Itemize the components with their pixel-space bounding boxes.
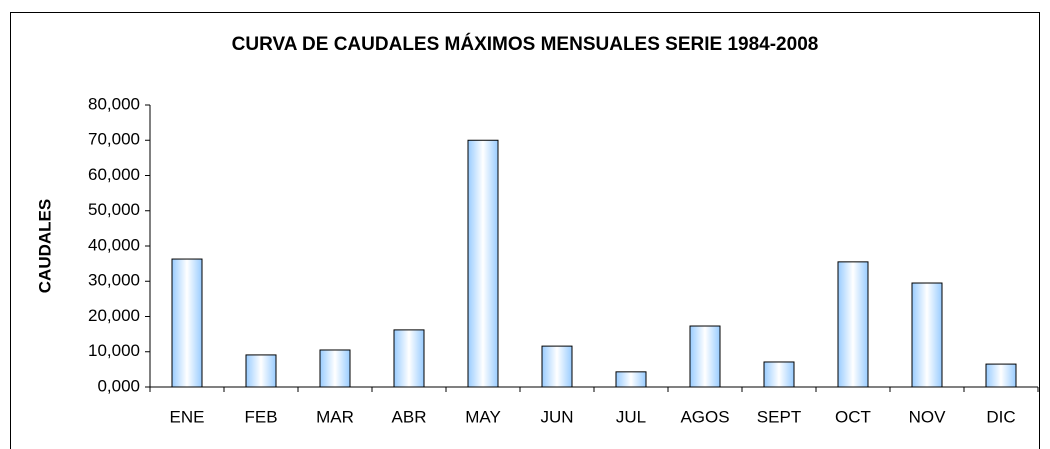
y-tick-label: 50,000 — [88, 200, 140, 219]
bar — [689, 325, 721, 388]
bar — [615, 371, 647, 388]
y-tick-label: 70,000 — [88, 130, 140, 149]
y-tick-label: 80,000 — [88, 94, 140, 113]
x-tick-label: AGOS — [680, 407, 729, 426]
y-tick-label: 40,000 — [88, 235, 140, 254]
x-tick-label: FEB — [244, 407, 277, 426]
bar — [837, 261, 869, 388]
bar — [467, 139, 499, 388]
y-tick-label: 60,000 — [88, 165, 140, 184]
bar — [245, 354, 277, 388]
x-tick-label: ENE — [170, 407, 205, 426]
x-tick-label: NOV — [909, 407, 947, 426]
x-tick-label: DIC — [986, 407, 1015, 426]
bar — [541, 345, 573, 388]
bar — [319, 349, 351, 388]
x-tick-label: ABR — [392, 407, 427, 426]
bar — [763, 361, 795, 388]
bar — [171, 258, 203, 388]
x-tick-label: MAR — [316, 407, 354, 426]
y-tick-label: 30,000 — [88, 271, 140, 290]
x-tick-label: MAY — [465, 407, 501, 426]
bar — [985, 363, 1017, 388]
y-tick-label: 20,000 — [88, 306, 140, 325]
chart-frame — [10, 12, 1040, 449]
bar — [911, 282, 943, 388]
x-tick-label: OCT — [835, 407, 871, 426]
y-axis-label: CAUDALES — [35, 199, 54, 293]
y-tick-label: 10,000 — [88, 341, 140, 360]
x-tick-label: JUN — [540, 407, 573, 426]
y-tick-label: 0,000 — [97, 376, 140, 395]
chart-title: CURVA DE CAUDALES MÁXIMOS MENSUALES SERI… — [232, 33, 819, 55]
x-tick-label: SEPT — [757, 407, 801, 426]
bar — [393, 329, 425, 388]
x-tick-label: JUL — [616, 407, 646, 426]
